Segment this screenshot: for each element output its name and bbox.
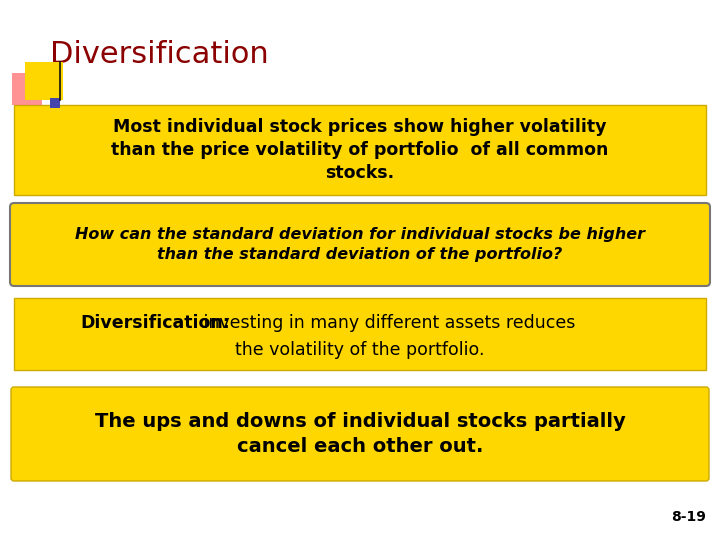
Text: Diversification:: Diversification:	[80, 314, 230, 332]
Text: Diversification: Diversification	[50, 40, 269, 69]
Text: Most individual stock prices show higher volatility
than the price volatility of: Most individual stock prices show higher…	[112, 118, 608, 182]
Text: How can the standard deviation for individual stocks be higher
than the standard: How can the standard deviation for indiv…	[75, 227, 645, 262]
FancyBboxPatch shape	[50, 98, 60, 108]
Text: investing in many different assets reduces: investing in many different assets reduc…	[198, 314, 575, 332]
Text: The ups and downs of individual stocks partially
cancel each other out.: The ups and downs of individual stocks p…	[94, 413, 626, 456]
Text: 8-19: 8-19	[671, 510, 706, 524]
FancyBboxPatch shape	[11, 387, 709, 481]
FancyBboxPatch shape	[25, 62, 63, 100]
FancyBboxPatch shape	[12, 73, 42, 105]
FancyBboxPatch shape	[14, 105, 706, 195]
FancyBboxPatch shape	[14, 298, 706, 370]
FancyBboxPatch shape	[10, 203, 710, 286]
Text: the volatility of the portfolio.: the volatility of the portfolio.	[235, 341, 485, 359]
